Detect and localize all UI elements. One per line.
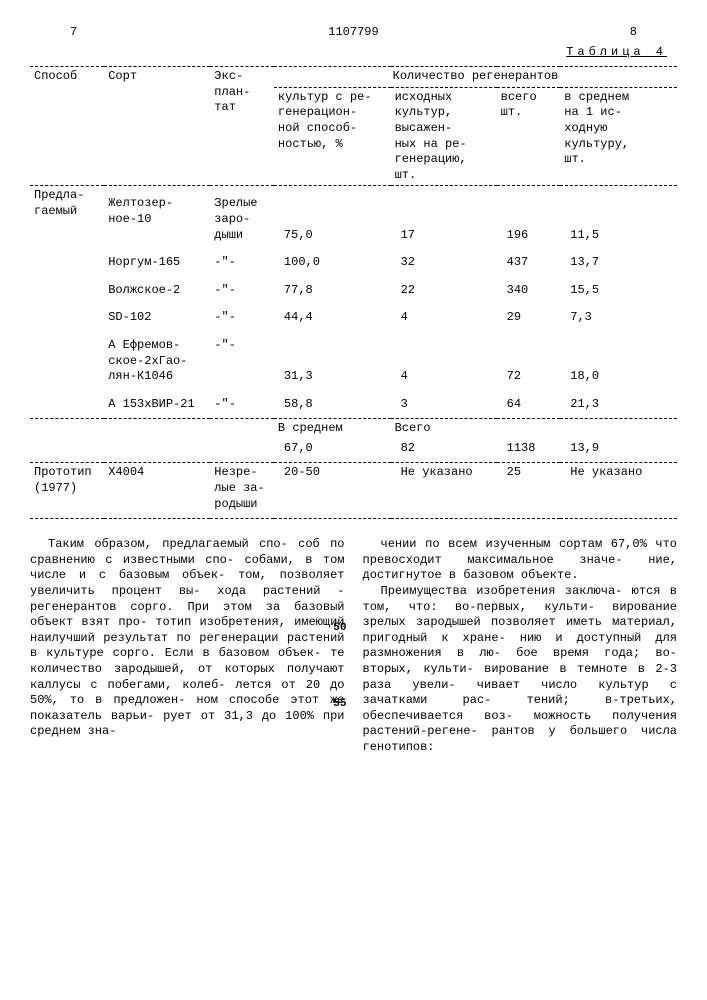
cell-v1: 77,8	[274, 273, 391, 301]
table-label: Таблица 4	[30, 45, 677, 61]
cell-c3: Зрелые заро- дыши	[210, 186, 274, 245]
hdr-s4: в среднем на 1 ис- ходную культуру, шт.	[560, 87, 677, 186]
hdr-sposob: Способ	[30, 67, 104, 186]
cell-c2: SD-102	[104, 300, 210, 328]
cell-c3: -"-	[210, 300, 274, 328]
line-num-50: 50	[333, 621, 346, 635]
cell-v1: 58,8	[274, 387, 391, 419]
cell-v4: 7,3	[560, 300, 677, 328]
sum-v3: 1138	[497, 439, 561, 463]
cell-c1	[30, 273, 104, 301]
cell-c2: А Ефремов- ское-2хГао- лян-К1046	[104, 328, 210, 387]
cell-v1: 75,0	[274, 186, 391, 245]
page-num-right: 8	[630, 25, 637, 41]
cell-v1: 31,3	[274, 328, 391, 387]
para-right-a: чении по всем изученным сортам 67,0% что…	[363, 537, 678, 584]
cell-c3: -"-	[210, 245, 274, 273]
sum-v4: 13,9	[560, 439, 677, 463]
cell-v4: 18,0	[560, 328, 677, 387]
proto-c2: Х4004	[104, 463, 210, 519]
summary-label1: В среднем	[274, 419, 391, 439]
cell-c1: Предла- гаемый	[30, 186, 104, 245]
cell-c3: -"-	[210, 328, 274, 387]
cell-c2: А 153хВИР-21	[104, 387, 210, 419]
body-text: 50 55 Таким образом, предлагаемый спо- с…	[30, 537, 677, 755]
cell-v3: 29	[497, 300, 561, 328]
cell-v4: 15,5	[560, 273, 677, 301]
para-right-b: Преимущества изобретения заключа- ются в…	[363, 584, 678, 756]
cell-v3: 340	[497, 273, 561, 301]
data-table: Способ Сорт Экс- план- тат Количество ре…	[30, 66, 677, 519]
proto-c3: Незре- лые за- родыши	[210, 463, 274, 519]
page-num-left: 7	[70, 25, 77, 41]
cell-c3: -"-	[210, 273, 274, 301]
hdr-s3: всего шт.	[497, 87, 561, 186]
doc-number: 1107799	[328, 25, 378, 41]
hdr-s2: исходных культур, высажен- ных на ре- ге…	[391, 87, 497, 186]
hdr-s1: культур с ре- генерацион- ной способ- но…	[274, 87, 391, 186]
cell-v2: 22	[391, 273, 497, 301]
cell-v2: 32	[391, 245, 497, 273]
proto-v1: 20-50	[274, 463, 391, 519]
proto-v3: 25	[497, 463, 561, 519]
cell-v4: 11,5	[560, 186, 677, 245]
proto-v4: Не указано	[560, 463, 677, 519]
cell-v4: 13,7	[560, 245, 677, 273]
cell-v3: 437	[497, 245, 561, 273]
cell-v3: 72	[497, 328, 561, 387]
cell-v2: 3	[391, 387, 497, 419]
sum-v2: 82	[391, 439, 497, 463]
cell-v3: 196	[497, 186, 561, 245]
cell-c1	[30, 387, 104, 419]
cell-c1	[30, 245, 104, 273]
para-left: Таким образом, предлагаемый спо- соб по …	[30, 537, 345, 740]
cell-v4: 21,3	[560, 387, 677, 419]
proto-v2: Не указано	[391, 463, 497, 519]
cell-c2: Желтозер- ное-10	[104, 186, 210, 245]
cell-v3: 64	[497, 387, 561, 419]
summary-label2: Всего	[391, 419, 497, 439]
cell-c1	[30, 300, 104, 328]
cell-c2: Волжское-2	[104, 273, 210, 301]
cell-v2: 17	[391, 186, 497, 245]
hdr-explant: Экс- план- тат	[210, 67, 274, 186]
cell-c3: -"-	[210, 387, 274, 419]
line-num-55: 55	[333, 697, 346, 711]
hdr-group: Количество регенерантов	[274, 67, 677, 88]
cell-c1	[30, 328, 104, 387]
cell-v1: 100,0	[274, 245, 391, 273]
cell-v1: 44,4	[274, 300, 391, 328]
hdr-sort: Сорт	[104, 67, 210, 186]
cell-v2: 4	[391, 300, 497, 328]
cell-c2: Норгум-165	[104, 245, 210, 273]
proto-c1: Прототип(1977)	[30, 463, 104, 519]
sum-v1: 67,0	[274, 439, 391, 463]
cell-v2: 4	[391, 328, 497, 387]
